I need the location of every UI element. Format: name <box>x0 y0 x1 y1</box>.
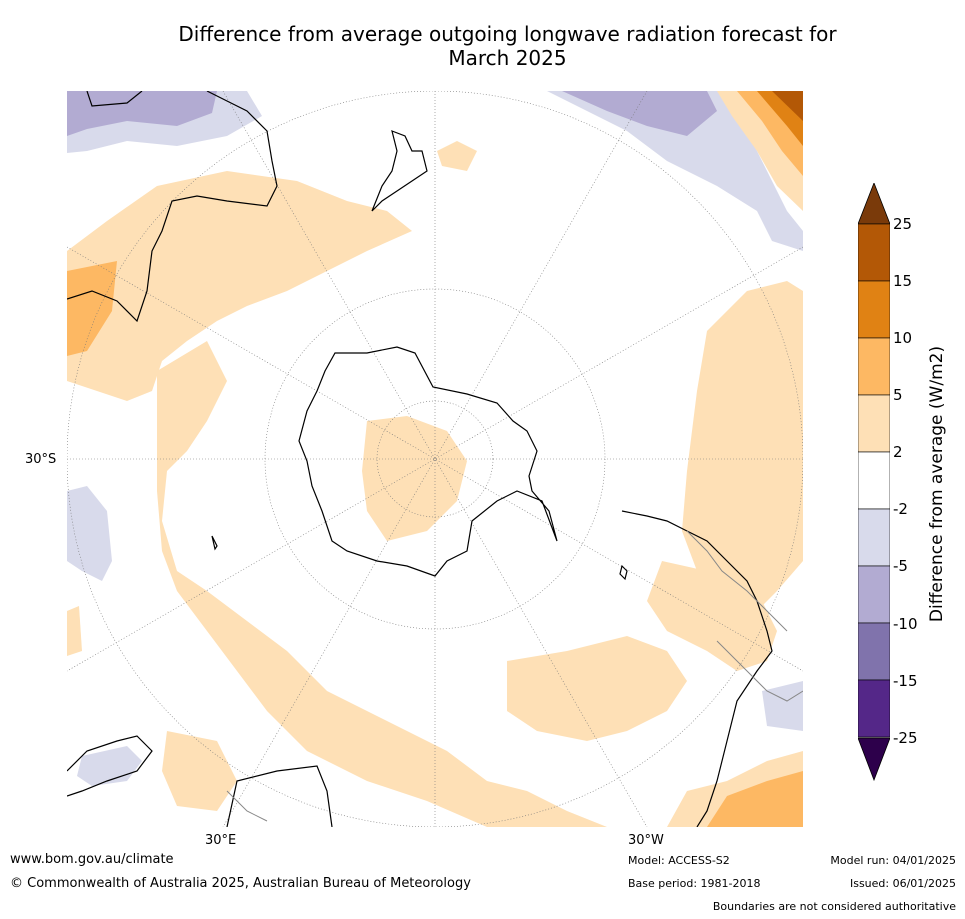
colorbar-band-m15-m25 <box>858 679 890 738</box>
polar-map[interactable] <box>67 91 803 827</box>
colorbar-tick-m25: -25 <box>893 729 918 747</box>
longitude-label-30e: 30°E <box>205 833 237 848</box>
map-canvas <box>67 91 803 827</box>
positive-anomaly-top-right <box>717 91 803 211</box>
map-title-line1: Difference from average outgoing longwav… <box>178 22 837 46</box>
colorbar-tick-5: 5 <box>893 386 903 404</box>
colorbar-band-2-5 <box>858 394 890 453</box>
colorbar-tick-15: 15 <box>893 272 913 290</box>
issued-text: Issued: 06/01/2025 <box>849 877 956 890</box>
colorbar-band-m5-m10 <box>858 565 890 624</box>
light-orange-patches <box>67 141 803 827</box>
colorbar-tick-2: 2 <box>893 443 903 461</box>
longitude-label-30w: 30°W <box>628 833 664 848</box>
copyright-text: © Commonwealth of Australia 2025, Austra… <box>10 876 471 891</box>
colorbar-band-neutral <box>858 451 890 510</box>
colorbar-tick-m15: -15 <box>893 672 918 690</box>
colorbar-tick-10: 10 <box>893 329 913 347</box>
positive-anomaly-bottom-right <box>667 751 803 827</box>
country-borders <box>226 530 803 822</box>
colorbar-top-arrow <box>858 183 890 225</box>
latitude-label-30s: 30°S <box>25 452 57 467</box>
colorbar-bottom-arrow <box>858 737 890 781</box>
negative-anomaly-areas <box>67 91 803 786</box>
boundaries-disclaimer: Boundaries are not considered authoritat… <box>712 900 956 913</box>
map-title: Difference from average outgoing longwav… <box>100 22 915 70</box>
website-link[interactable]: www.bom.gov.au/climate <box>10 852 174 867</box>
colorbar-tick-m5: -5 <box>893 557 908 575</box>
graticule <box>67 91 803 827</box>
colorbar-band-15-25 <box>858 223 890 282</box>
base-period-text: Base period: 1981-2018 <box>628 877 761 890</box>
colorbar-tick-25: 25 <box>893 215 913 233</box>
colorbar-band-5-10 <box>858 337 890 396</box>
colorbar <box>858 183 890 781</box>
coastlines <box>67 91 773 827</box>
model-text: Model: ACCESS-S2 <box>628 854 730 867</box>
map-title-line2: March 2025 <box>448 46 567 70</box>
colorbar-band-m10-m15 <box>858 622 890 681</box>
colorbar-label: Difference from average (W/m2) <box>927 345 947 623</box>
colorbar-band-10-15 <box>858 280 890 339</box>
model-run-text: Model run: 04/01/2025 <box>830 854 956 867</box>
colorbar-band-m2-m5 <box>858 508 890 567</box>
colorbar-tick-m10: -10 <box>893 615 918 633</box>
colorbar-tick-m2: -2 <box>893 500 908 518</box>
